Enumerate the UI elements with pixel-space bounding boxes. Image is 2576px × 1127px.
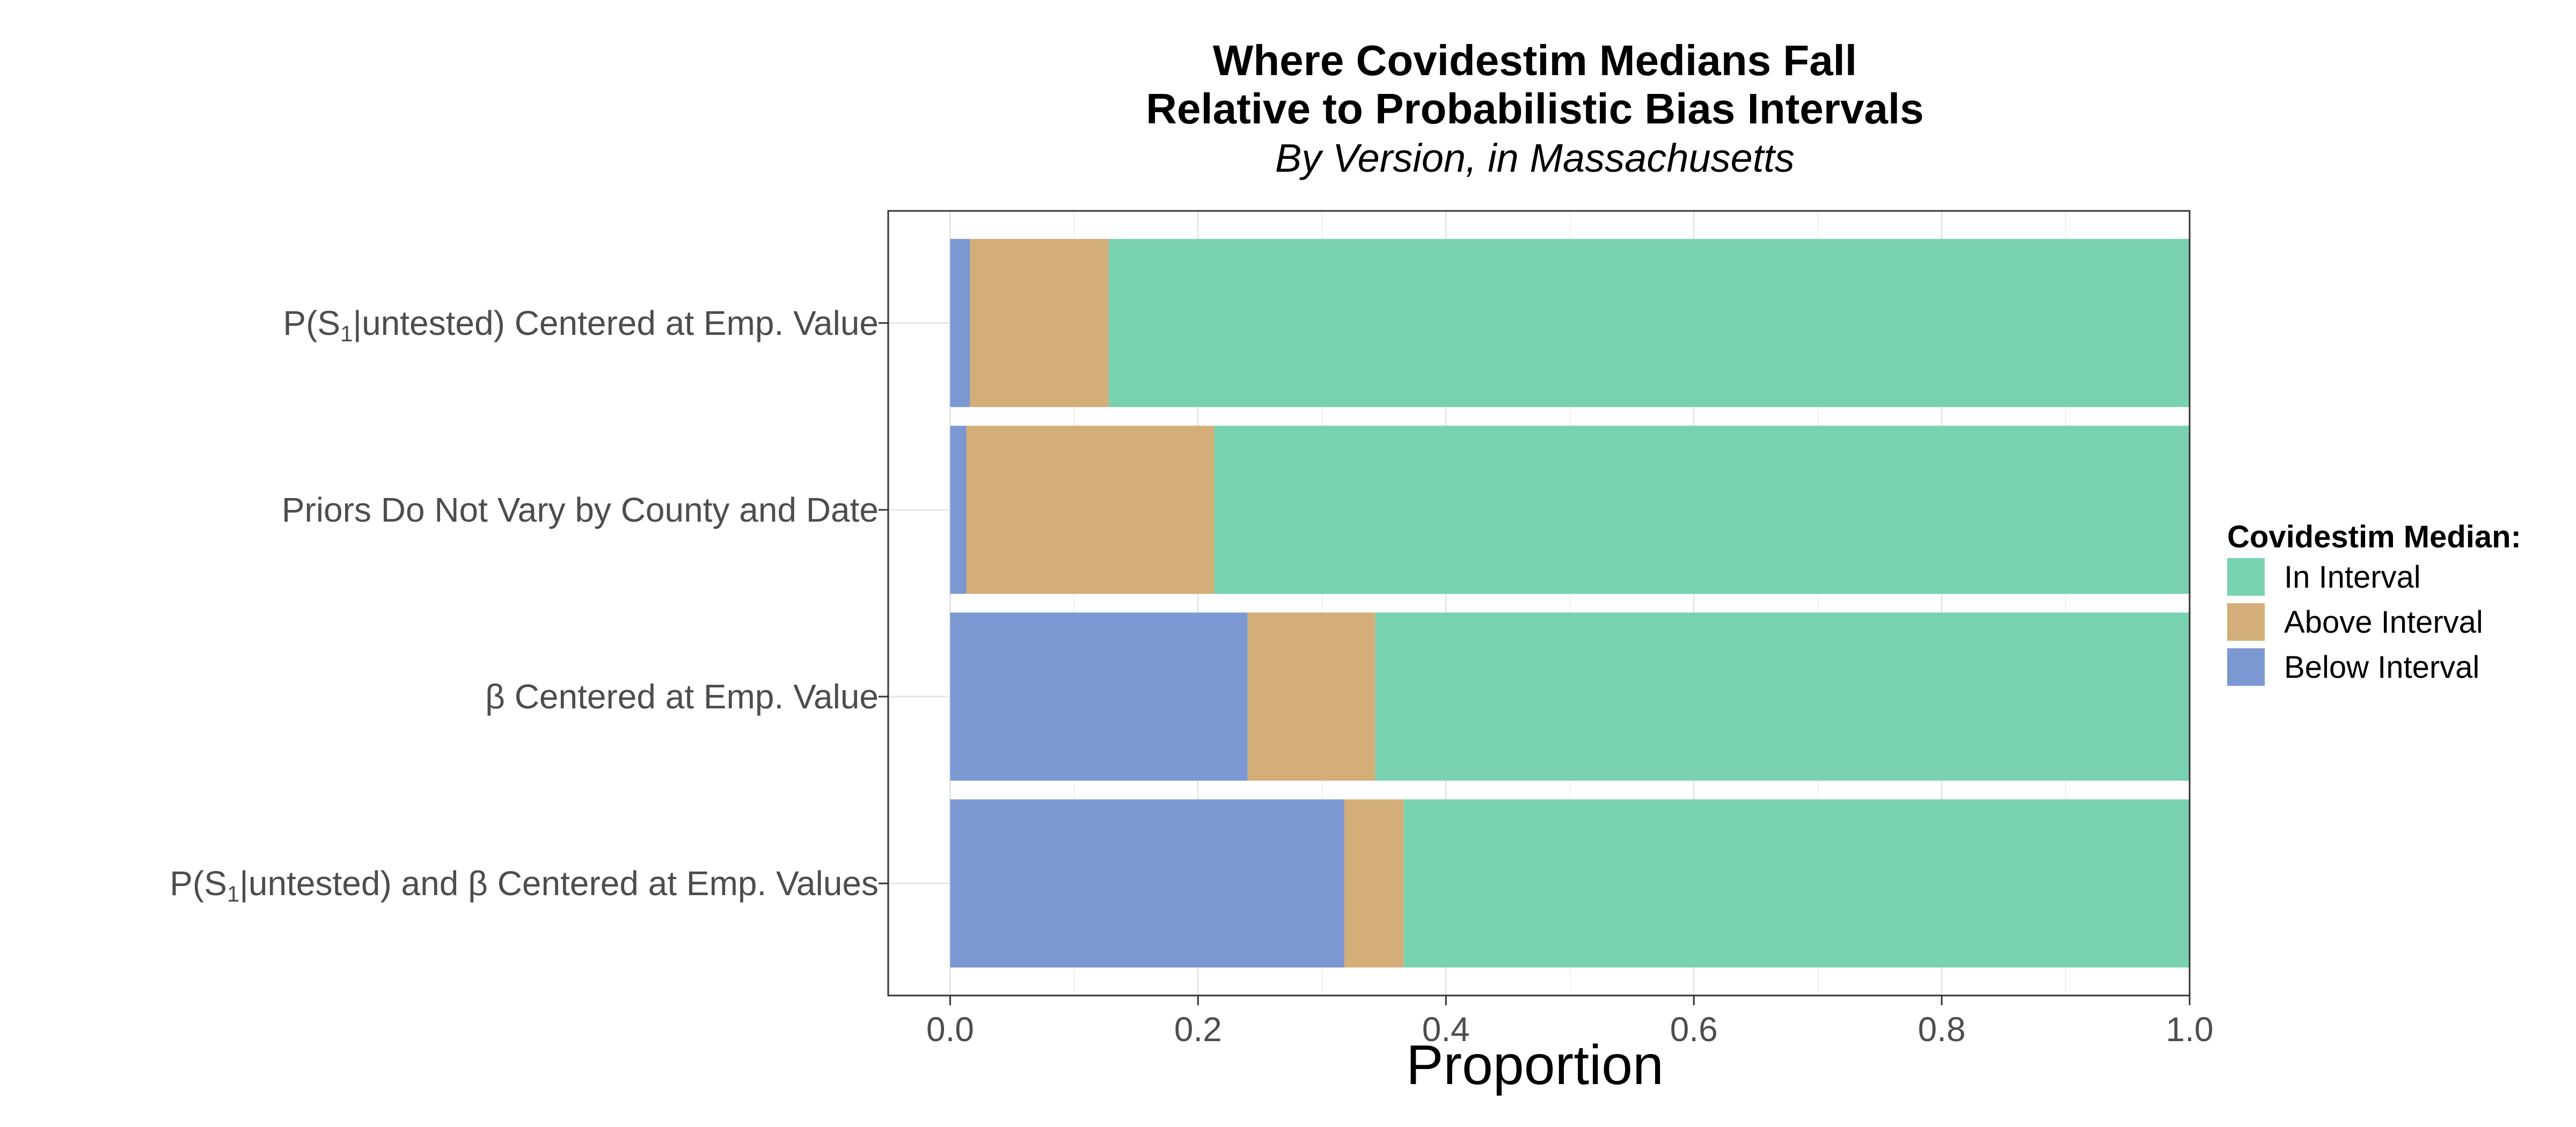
bar-above-interval [1344, 799, 1404, 968]
legend: Covidestim Median: In Interval Above Inte… [2227, 519, 2521, 686]
legend-title: Covidestim Median: [2227, 519, 2521, 554]
y-tick-label: P(S1|untested) Centered at Emp. Value [283, 304, 879, 346]
legend-key-above-interval [2227, 603, 2265, 641]
legend-key-below-interval [2227, 648, 2265, 686]
x-axis-label: Proportion [1406, 1034, 1664, 1096]
x-tick-label: 0.0 [926, 1010, 974, 1049]
x-tick-labels: 0.0 0.2 0.4 0.6 0.8 1.0 [926, 996, 2213, 1049]
x-tick-label: 0.2 [1174, 1010, 1222, 1049]
plot-panel [887, 210, 2191, 997]
chart-subtitle: By Version, in Massachusetts [1275, 136, 1795, 180]
legend-label-in-interval: In Interval [2284, 560, 2421, 595]
bar-above-interval [966, 426, 1214, 594]
bar-below-interval [950, 239, 970, 407]
panel-border [887, 210, 2191, 997]
bar-above-interval [970, 239, 1109, 407]
y-tick-label: β Centered at Emp. Value [485, 677, 879, 716]
legend-label-above-interval: Above Interval [2284, 605, 2483, 640]
x-tick-label: 0.4 [1422, 1010, 1470, 1049]
legend-label-below-interval: Below Interval [2284, 650, 2479, 685]
bar-below-interval [950, 799, 1344, 968]
x-tick-label: 0.6 [1670, 1010, 1718, 1049]
bar-in-interval [1403, 799, 2190, 968]
bar-below-interval [950, 426, 967, 594]
x-tick-label: 0.8 [1918, 1010, 1966, 1049]
bar-in-interval [1109, 239, 2190, 407]
bar-above-interval [1247, 612, 1375, 781]
y-tick-label: Priors Do Not Vary by County and Date [282, 491, 879, 529]
y-tick-labels: P(S1|untested) Centered at Emp. Value Pri… [170, 304, 888, 906]
bar-below-interval [950, 612, 1248, 781]
chart-title-line-2: Relative to Probabilistic Bias Intervals [1146, 85, 1923, 133]
chart-title-line-1: Where Covidestim Medians Fall [1213, 36, 1857, 84]
y-tick-label: P(S1|untested) and β Centered at Emp. Va… [170, 864, 879, 906]
bar-in-interval [1375, 612, 2190, 781]
x-tick-label: 1.0 [2166, 1010, 2214, 1049]
legend-key-in-interval [2227, 558, 2265, 596]
bar-in-interval [1214, 426, 2190, 594]
